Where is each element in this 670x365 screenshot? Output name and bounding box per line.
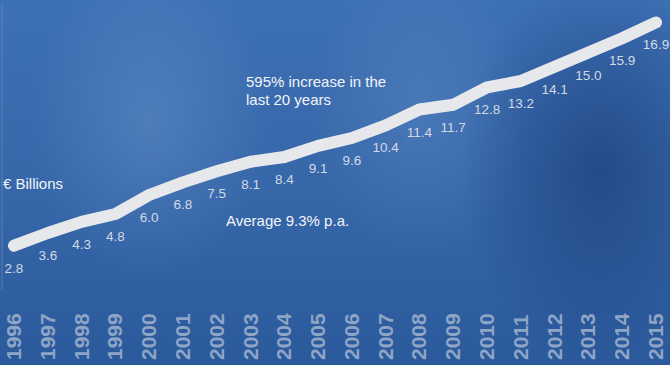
data-label: 12.8 (474, 102, 500, 117)
x-tick-label: 2015 (644, 313, 667, 360)
data-label: 2.8 (5, 261, 24, 276)
data-label: 6.8 (174, 197, 193, 212)
data-label: 11.7 (441, 120, 466, 135)
line (14, 22, 656, 245)
data-label: 6.0 (140, 210, 159, 225)
y-axis-line (2, 5, 3, 290)
x-tick-label: 1998 (70, 313, 93, 360)
chart: 2.8 3.6 4.3 4.8 6.0 6.8 7.5 8.1 8.4 9.1 9.6 10.4 11.… (0, 0, 670, 365)
data-label: 4.3 (72, 237, 91, 252)
x-tick-label: 1999 (103, 313, 126, 360)
data-label: 14.1 (541, 82, 567, 97)
x-tick-label: 2010 (475, 313, 498, 360)
x-tick-label: 2007 (374, 313, 397, 360)
data-label: 15.9 (609, 53, 635, 68)
x-tick-label: 2006 (340, 313, 363, 360)
data-label: 16.9 (643, 37, 669, 52)
data-label: 4.8 (106, 229, 125, 244)
y-axis-label: € Billions (3, 175, 63, 193)
x-tick-label: 2014 (610, 313, 633, 360)
x-tick-label: 1997 (36, 313, 59, 360)
x-tick-label: 2008 (407, 313, 430, 360)
data-label: 3.6 (38, 248, 57, 263)
annotation: 595% increase in the last 20 years (246, 73, 396, 109)
x-tick-label: 2000 (137, 313, 160, 360)
data-label: 11.4 (407, 125, 433, 140)
x-tick-label: 2005 (306, 313, 329, 360)
x-tick-label: 2012 (543, 313, 566, 360)
data-label: 15.0 (575, 68, 601, 83)
x-tick-label: 2002 (205, 313, 228, 360)
x-tick-label: 2004 (272, 313, 295, 360)
plot-area (14, 22, 656, 245)
x-tick-label: 2009 (441, 313, 464, 360)
x-tick-label: 2011 (509, 314, 532, 360)
data-label: 10.4 (373, 140, 400, 155)
x-tick-label: 1996 (2, 313, 25, 360)
data-label: 8.4 (275, 172, 294, 187)
annotation: Average 9.3% p.a. (226, 212, 349, 230)
data-label: 13.2 (508, 96, 534, 111)
data-label: 8.1 (241, 177, 260, 192)
data-label: 7.5 (207, 186, 226, 201)
data-label: 9.1 (309, 161, 328, 176)
x-tick-label: 2003 (239, 313, 262, 360)
x-tick-label: 2013 (576, 313, 599, 360)
data-label: 9.6 (343, 153, 362, 168)
x-tick-label: 2001 (171, 313, 194, 360)
